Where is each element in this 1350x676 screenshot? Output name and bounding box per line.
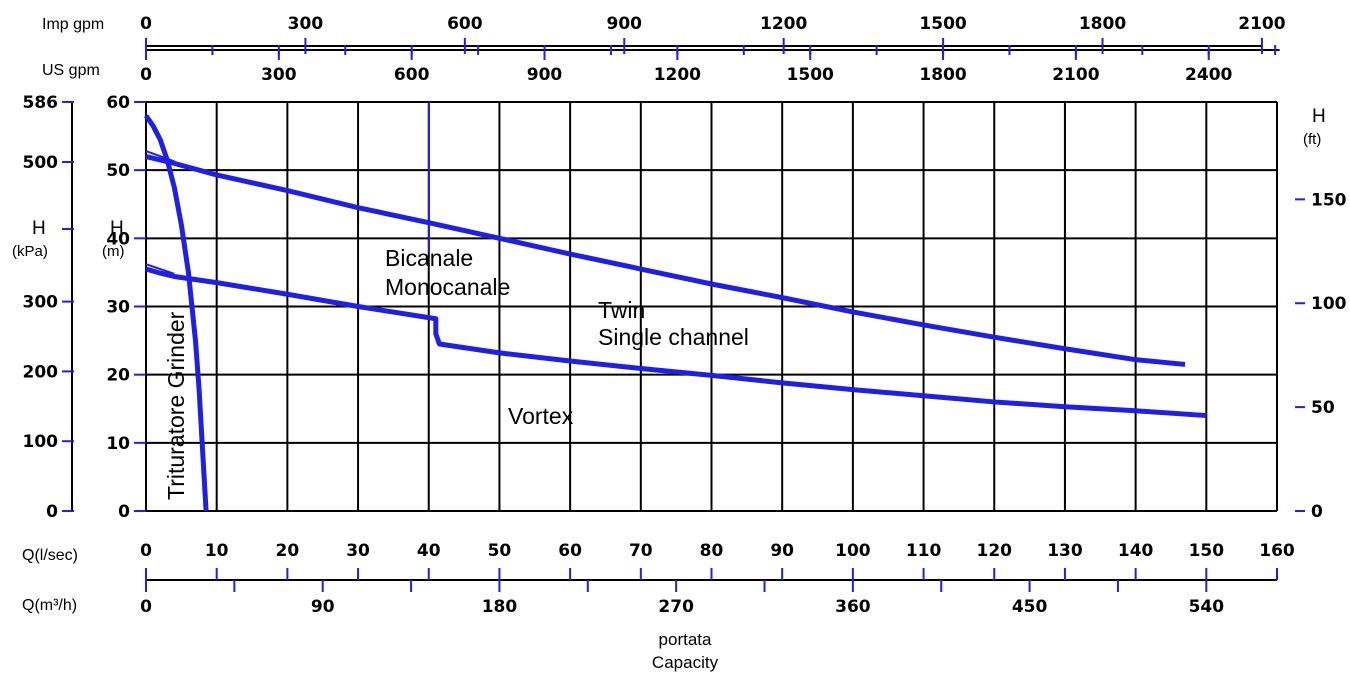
vortex-curve-label: Vortex: [508, 403, 574, 429]
m3h-tick-label: 360: [835, 597, 871, 617]
m3h-tick-label: 90: [311, 597, 335, 617]
us-gpm-tick-label: 1500: [787, 65, 834, 85]
ls-tick-label: 120: [977, 541, 1013, 561]
axes: [71, 45, 1280, 581]
imp-gpm-tick-label: 300: [288, 14, 324, 34]
m3h-tick-label: 540: [1189, 597, 1225, 617]
ls-tick-label: 110: [906, 541, 942, 561]
kpa-axis-title: H: [32, 218, 46, 239]
ft-tick-label: 100: [1311, 294, 1347, 314]
ls-tick-label: 160: [1259, 541, 1295, 561]
series-line: [145, 266, 1207, 419]
imp-gpm-tick-label: 900: [607, 14, 643, 34]
ls-axis-label: Q(l/sec): [22, 547, 78, 564]
monocanale-curve-label: Monocanale: [385, 274, 510, 300]
series-line: [143, 114, 209, 512]
us-gpm-tick-label: 2100: [1052, 65, 1099, 85]
kpa-tick-label: 200: [23, 362, 59, 382]
imp-gpm-axis-label: Imp gpm: [42, 16, 104, 33]
us-gpm-axis-label: US gpm: [42, 62, 100, 79]
m3h-tick-label: 270: [658, 597, 694, 617]
m-tick-label: 60: [106, 93, 130, 113]
us-gpm-tick-label: 900: [527, 65, 563, 85]
kpa-tick-label: 100: [23, 432, 59, 452]
m-axis-unit: (m): [102, 243, 125, 260]
ls-tick-label: 0: [140, 541, 152, 561]
ls-tick-label: 100: [835, 541, 871, 561]
twin-curve-label: Twin: [598, 297, 645, 323]
ls-tick-label: 60: [558, 541, 582, 561]
imp-gpm-tick-label: 2100: [1238, 14, 1285, 34]
m-tick-label: 30: [106, 298, 130, 318]
ft-tick-label: 50: [1311, 398, 1335, 418]
m-tick-label: 20: [106, 366, 130, 386]
grid: [145, 101, 1278, 512]
us-gpm-tick-label: 0: [140, 65, 152, 85]
imp-gpm-tick-label: 1500: [919, 14, 966, 34]
imp-gpm-tick-label: 0: [140, 14, 152, 34]
m3h-tick-label: 0: [140, 597, 152, 617]
ft-tick-label: 150: [1311, 190, 1347, 210]
kpa-tick-label: 586: [23, 93, 59, 113]
series-start-dash: [145, 263, 175, 275]
ls-tick-label: 90: [770, 541, 794, 561]
m-tick-label: 40: [106, 229, 130, 249]
ft-axis-title: H: [1312, 106, 1326, 127]
ls-tick-label: 10: [205, 541, 229, 561]
m3h-axis-label: Q(m³/h): [22, 597, 77, 614]
us-gpm-tick-label: 2400: [1185, 65, 1232, 85]
m-tick-label: 0: [118, 502, 130, 522]
bicanale-curve-label: Bicanale: [385, 245, 473, 271]
ls-tick-label: 70: [629, 541, 653, 561]
single-channel-curve-label: Single channel: [598, 324, 749, 350]
grinder-curve-label: Trituratore Grinder: [163, 311, 189, 500]
ft-axis-unit: (ft): [1303, 131, 1321, 148]
ls-tick-label: 50: [488, 541, 512, 561]
us-gpm-tick-label: 300: [261, 65, 297, 85]
kpa-tick-label: 300: [23, 293, 59, 313]
ls-tick-label: 140: [1118, 541, 1154, 561]
imp-gpm-tick-label: 1200: [760, 14, 807, 34]
us-gpm-tick-label: 1800: [919, 65, 966, 85]
series-line: [145, 154, 1186, 367]
us-gpm-tick-label: 600: [394, 65, 430, 85]
kpa-axis-unit: (kPa): [12, 243, 48, 260]
imp-gpm-tick-label: 600: [447, 14, 483, 34]
kpa-tick-label: 500: [23, 153, 59, 173]
m3h-tick-label: 450: [1012, 597, 1048, 617]
series: [143, 114, 1207, 512]
capacity-label-it: portata: [659, 630, 712, 649]
imp-gpm-tick-label: 1800: [1079, 14, 1126, 34]
capacity-label-en: Capacity: [652, 653, 719, 672]
ls-tick-label: 40: [417, 541, 441, 561]
series-start-dash: [145, 150, 175, 163]
m-tick-label: 50: [106, 161, 130, 181]
ls-tick-label: 130: [1047, 541, 1083, 561]
ls-tick-label: 80: [700, 541, 724, 561]
m-axis-title: H: [110, 218, 124, 239]
ls-tick-label: 150: [1189, 541, 1225, 561]
ls-tick-label: 20: [276, 541, 300, 561]
m-tick-label: 10: [106, 434, 130, 454]
us-gpm-tick-label: 1200: [654, 65, 701, 85]
ft-tick-label: 0: [1311, 502, 1323, 522]
kpa-tick-label: 0: [46, 502, 58, 522]
m3h-tick-label: 180: [482, 597, 518, 617]
ls-tick-label: 30: [346, 541, 370, 561]
